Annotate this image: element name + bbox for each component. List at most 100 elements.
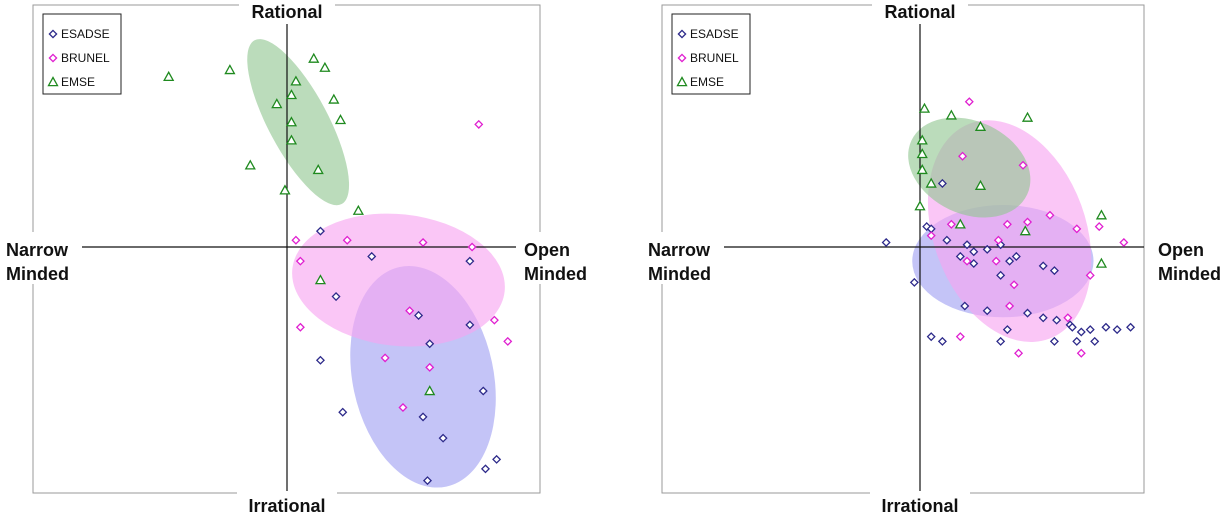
point-esadse (881, 237, 891, 247)
left-label-bg (642, 232, 724, 284)
point-esadse (422, 476, 433, 486)
point-esadse (478, 386, 488, 396)
point-esadse (909, 277, 919, 287)
point-brunel (958, 151, 968, 161)
point-emse (285, 116, 298, 127)
point-esadse (465, 320, 475, 330)
point-esadse (315, 226, 325, 236)
point-esadse (315, 355, 325, 365)
point-brunel (474, 119, 484, 129)
point-esadse (492, 454, 502, 464)
point-esadse (962, 240, 972, 250)
point-esadse (367, 251, 377, 261)
point-esadse (1038, 261, 1048, 271)
point-emse (279, 184, 291, 195)
point-brunel (398, 402, 408, 412)
point-esadse (969, 247, 979, 257)
point-brunel (405, 306, 415, 316)
point-esadse (1101, 322, 1111, 332)
point-brunel (342, 235, 352, 245)
point-emse (352, 204, 364, 215)
legend-box (42, 13, 122, 95)
point-brunel (1005, 301, 1015, 311)
point-emse (285, 89, 298, 100)
point-emse (1021, 111, 1034, 122)
legend-marker-brunel (48, 53, 58, 63)
point-emse (916, 163, 928, 175)
point-emse (312, 163, 324, 175)
axis-label-bottom: Irrational (248, 496, 325, 516)
point-emse (916, 134, 928, 145)
point-brunel (946, 219, 956, 229)
point-brunel (955, 332, 965, 342)
axis-label-top: Rational (884, 2, 955, 22)
legend-label-esadse: ESADSE (690, 27, 739, 41)
point-emse (244, 159, 256, 170)
point-emse (319, 61, 331, 72)
bottom-label-bg (870, 491, 970, 515)
right-label-bg (516, 232, 598, 284)
point-brunel (1072, 224, 1082, 234)
point-emse (954, 218, 966, 229)
left-label-bg (0, 232, 82, 284)
point-emse (285, 134, 298, 145)
point-esadse (982, 306, 992, 316)
point-esadse (1052, 315, 1062, 325)
point-esadse (338, 407, 348, 417)
point-esadse (960, 301, 970, 311)
point-esadse (969, 259, 979, 269)
point-esadse (942, 235, 952, 245)
point-brunel (291, 235, 301, 245)
axis-label-top: Rational (251, 2, 322, 22)
legend-label-emse: EMSE (61, 75, 95, 89)
axis-label-bottom: Irrational (881, 496, 958, 516)
point-esadse (996, 336, 1006, 346)
point-esadse (996, 270, 1006, 280)
point-esadse (1072, 336, 1082, 346)
axis-label-left-1: Narrow (648, 240, 711, 260)
point-esadse (1076, 327, 1086, 337)
point-brunel (991, 256, 1001, 266)
legend-marker-esadse (677, 29, 687, 39)
point-esadse (1049, 336, 1059, 346)
point-brunel (418, 237, 428, 247)
point-esadse (922, 222, 932, 232)
point-esadse (937, 336, 947, 346)
point-brunel (295, 322, 305, 332)
point-esadse (331, 292, 341, 302)
point-emse (424, 385, 436, 396)
point-brunel (1014, 348, 1024, 358)
point-esadse (425, 339, 435, 349)
point-brunel (962, 256, 972, 266)
point-brunel (1076, 348, 1086, 358)
point-brunel (1018, 160, 1028, 170)
chart-right: ESADSE BRUNEL EMSE Rational Irrational Narrow… (642, 0, 1228, 516)
axis-label-left-2: Minded (6, 264, 69, 284)
point-brunel (1094, 222, 1104, 232)
point-esadse (480, 464, 490, 474)
point-esadse (982, 244, 992, 254)
point-emse (1019, 225, 1031, 236)
legend-label-esadse: ESADSE (61, 27, 110, 41)
point-emse (918, 102, 931, 113)
point-esadse (438, 433, 448, 443)
point-esadse (418, 412, 428, 422)
point-emse (974, 179, 987, 190)
right-label-bg (1150, 232, 1228, 284)
legend-label-emse: EMSE (690, 75, 724, 89)
point-esadse (1005, 256, 1015, 266)
axis-label-right-2: Minded (1158, 264, 1221, 284)
legend-box (671, 13, 751, 95)
axis-label-right-2: Minded (524, 264, 587, 284)
legend-label-brunel: BRUNEL (690, 51, 739, 65)
point-esadse (465, 256, 475, 266)
point-emse (945, 109, 957, 120)
point-brunel (1023, 217, 1033, 227)
legend-marker-emse (47, 76, 59, 87)
point-brunel (1063, 313, 1073, 323)
point-brunel (964, 97, 974, 107)
point-emse (925, 177, 937, 188)
ellipse-emse (247, 39, 350, 206)
axis-label-left-2: Minded (648, 264, 711, 284)
point-esadse (955, 251, 965, 261)
